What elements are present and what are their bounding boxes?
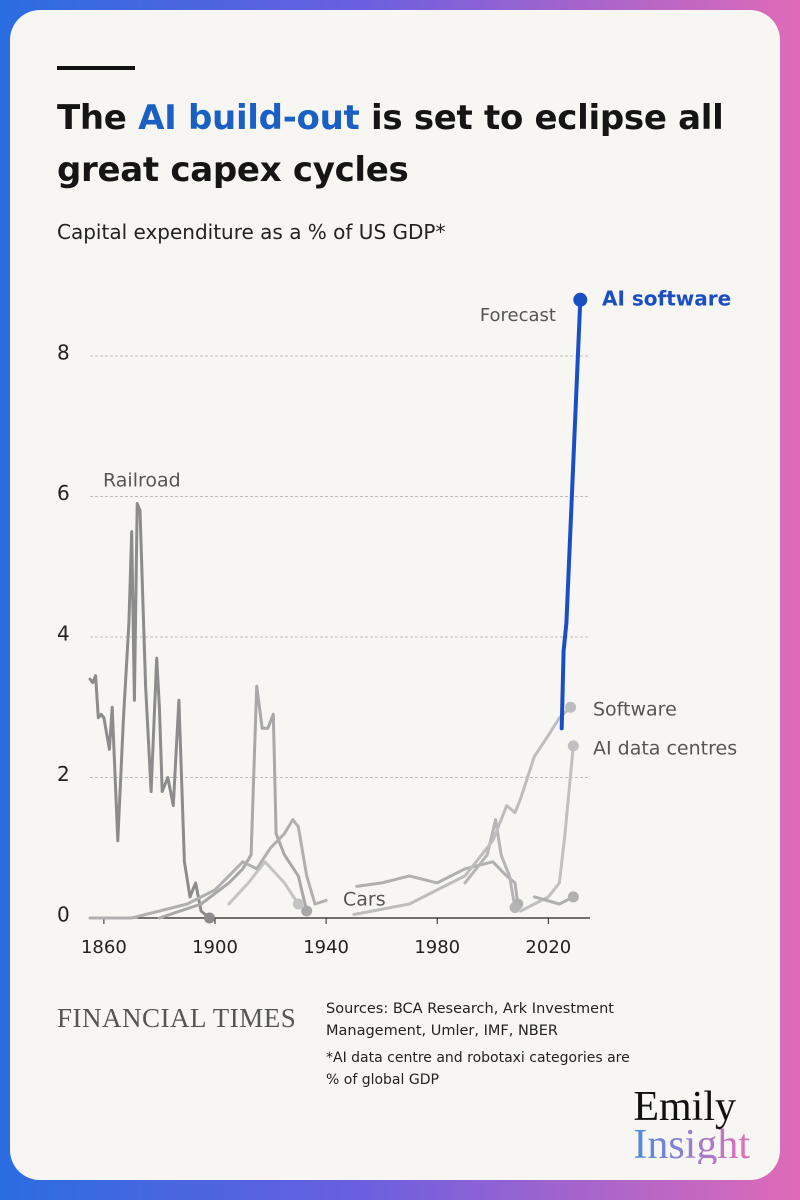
end-dot (509, 901, 521, 913)
end-dot (292, 898, 304, 910)
end-dot (567, 891, 579, 903)
annotation: Forecast (480, 305, 556, 326)
sources: Sources: BCA Research, Ark Investment Ma… (326, 1001, 614, 1039)
title-rule (57, 66, 135, 70)
footnote: *AI data centre and robotaxi categories … (326, 1050, 630, 1088)
end-dot (567, 740, 579, 752)
series-label: Software (593, 699, 677, 721)
series-line (88, 502, 211, 920)
y-tick-label: 2 (57, 762, 70, 786)
chart-title: The AI build-out is set to eclipse all g… (57, 92, 757, 196)
series-label: AI data centres (593, 738, 737, 760)
x-tick-label: 2020 (525, 937, 571, 958)
brand: Emily Insight (633, 1084, 750, 1168)
title-part: is set to eclipse all great capex cycles (57, 98, 724, 190)
end-dot (203, 912, 215, 924)
title-part: The (57, 98, 127, 138)
series-label: AI software (602, 287, 731, 311)
chart: 0 2 4 6 8 1860 1900 1940 1980 2020 Railroad Cars Sof… (57, 287, 737, 959)
series-line (559, 297, 583, 731)
y-tick-label: 4 (57, 622, 70, 646)
brand-bottom: Insight (633, 1122, 750, 1168)
brand-top: Emily (633, 1084, 736, 1130)
series-line (88, 818, 520, 920)
series-label: Railroad (103, 470, 181, 492)
title-highlight: AI build-out (138, 98, 360, 138)
x-tick-label: 1980 (414, 937, 460, 958)
x-tick-label: 1940 (303, 937, 349, 958)
chart-subtitle: Capital expenditure as a % of US GDP* (57, 220, 446, 244)
card: The AI build-out is set to eclipse all g… (10, 10, 780, 1180)
series-line (463, 818, 517, 909)
series-line (519, 744, 575, 913)
y-tick-label: 8 (57, 341, 70, 365)
publisher: FINANCIAL TIMES (57, 1003, 297, 1033)
series-line (157, 684, 309, 920)
series-line (227, 860, 300, 906)
y-tick-label: 6 (57, 481, 70, 505)
x-tick-label: 1860 (81, 937, 127, 958)
series-line (352, 705, 573, 916)
series-label: Cars (343, 889, 386, 911)
end-dot (573, 292, 588, 307)
x-tick-label: 1900 (192, 937, 238, 958)
end-dot (301, 905, 313, 917)
end-dot (565, 701, 577, 713)
y-tick-label: 0 (57, 903, 70, 927)
